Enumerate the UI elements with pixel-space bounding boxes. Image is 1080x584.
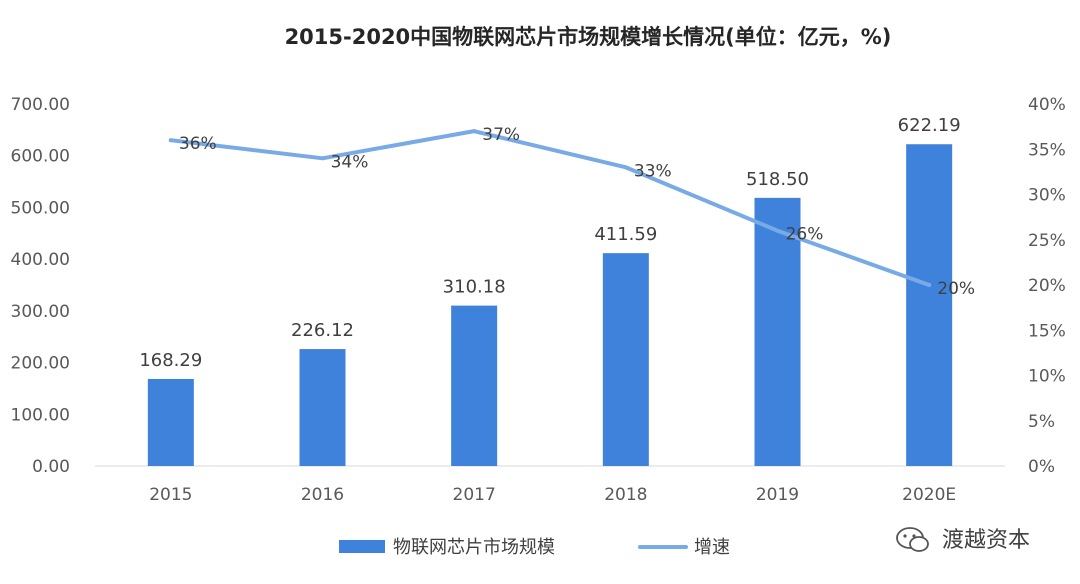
bar-value-label: 310.18 [443,277,506,298]
y-left-tick-label: 700.00 [11,95,70,115]
line-value-label: 34% [331,152,369,172]
source-text: 渡越资本 [942,528,1030,553]
y-left-tick-label: 300.00 [11,302,70,322]
x-tick-label: 2019 [756,485,799,505]
x-tick-label: 2018 [604,485,647,505]
y-right-tick-label: 35% [1028,140,1066,160]
y-left-tick-label: 600.00 [11,147,70,167]
legend-bar-label: 物联网芯片市场规模 [393,537,555,558]
bar-value-label: 622.19 [898,115,961,136]
bar [451,305,498,466]
data-labels: 168.29 226.12 310.18 411.59 518.50 622.19 36% 3… [139,115,975,371]
line-point [168,138,173,143]
bar [147,378,194,466]
line-value-label: 20% [937,279,975,299]
bar-value-label: 168.29 [139,350,202,371]
line-value-label: 37% [482,125,520,145]
y-right-tick-label: 25% [1028,231,1066,251]
bar [906,144,953,466]
x-tick-label: 2016 [301,485,344,505]
line-point [623,165,628,170]
legend: 物联网芯片市场规模 增速 [339,537,730,558]
chart-title: 2015-2020中国物联网芯片市场规模增长情况(单位：亿元，%) [285,25,892,49]
axes: 0.00 100.00 200.00 300.00 400.00 500.00 600.00… [11,95,1066,505]
y-left-tick-label: 400.00 [11,250,70,270]
y-left-tick-label: 500.00 [11,198,70,218]
y-right-tick-label: 40% [1028,95,1066,115]
y-left-tick-label: 0.00 [32,457,70,477]
legend-bar-swatch [339,540,385,553]
y-right-tick-label: 30% [1028,186,1066,206]
growth-line [168,129,932,287]
wechat-icon [896,527,929,552]
line-value-label: 33% [634,161,672,181]
line-point [927,283,932,287]
x-tick-label: 2015 [149,485,192,505]
line-point [775,228,780,233]
bar [754,197,801,466]
y-right-tick-label: 15% [1028,321,1066,341]
legend-line-label: 增速 [694,537,730,558]
source-watermark: 渡越资本 [896,527,1030,553]
line-point [320,156,325,161]
bar-value-label: 226.12 [291,320,354,341]
y-right-tick-label: 0% [1028,457,1055,477]
bar-value-label: 411.59 [594,224,657,245]
bar [299,349,346,466]
line-point [472,129,477,134]
bar-series [147,144,953,466]
x-tick-label: 2020E [902,485,956,505]
bar [602,253,649,466]
y-left-tick-label: 200.00 [11,354,70,374]
line-value-label: 26% [786,225,824,245]
bar-value-label: 518.50 [746,169,809,190]
x-tick-label: 2017 [453,485,496,505]
y-left-tick-label: 100.00 [11,405,70,425]
line-value-label: 36% [179,134,217,154]
y-right-tick-label: 10% [1028,367,1066,387]
y-right-tick-label: 20% [1028,276,1066,296]
line-series [168,129,932,287]
y-right-tick-label: 5% [1028,412,1055,432]
